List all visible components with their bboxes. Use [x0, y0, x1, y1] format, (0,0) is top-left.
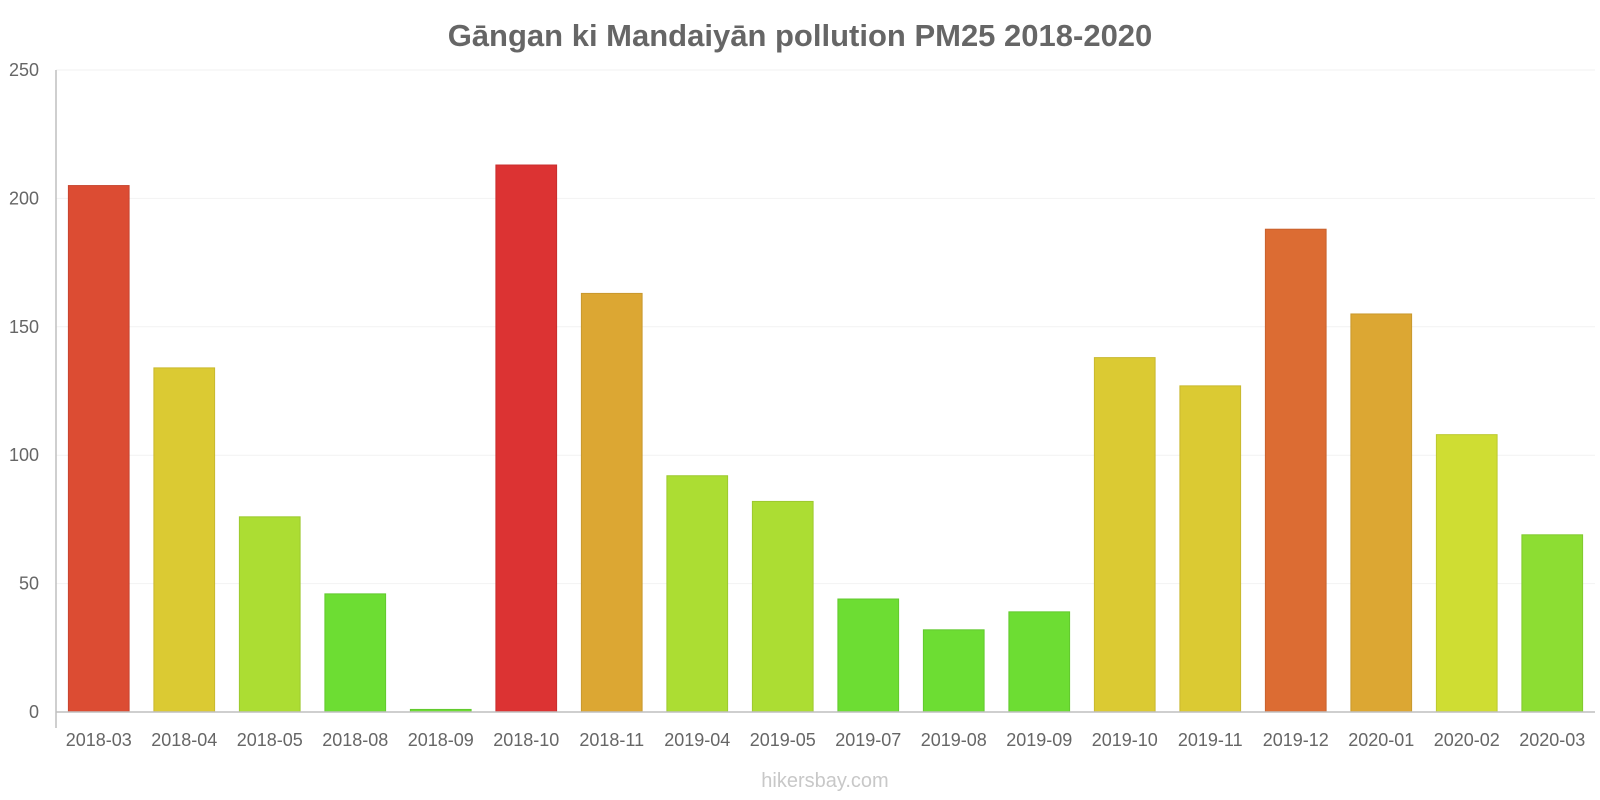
axes [55, 70, 1595, 728]
bar [1264, 228, 1327, 713]
chart-title: Gāngan ki Mandaiyān pollution PM25 2018-… [448, 18, 1153, 53]
x-tick-label: 2019-09 [1006, 730, 1072, 750]
bar [751, 500, 814, 713]
x-tick-label: 2018-05 [237, 730, 303, 750]
x-tick-label: 2020-02 [1434, 730, 1500, 750]
bars [67, 164, 1584, 713]
bar [1008, 611, 1071, 713]
x-tick-label: 2019-08 [921, 730, 987, 750]
x-tick-label: 2019-11 [1178, 730, 1243, 750]
bar [1350, 313, 1413, 713]
x-tick-label: 2019-12 [1263, 730, 1329, 750]
bar [1521, 534, 1584, 713]
x-tick-label: 2019-04 [664, 730, 730, 750]
watermark: hikersbay.com [761, 770, 888, 792]
x-tick-label: 2018-03 [66, 730, 132, 750]
x-tick-label: 2018-04 [151, 730, 217, 750]
bar [580, 292, 643, 713]
bar [922, 629, 985, 713]
bar [324, 593, 387, 713]
x-tick-label: 2020-01 [1348, 730, 1414, 750]
x-tick-label: 2019-07 [835, 730, 901, 750]
x-tick-label: 2018-11 [579, 730, 644, 750]
bar [1435, 434, 1498, 713]
bar [666, 475, 729, 713]
x-tick-label: 2020-03 [1519, 730, 1585, 750]
y-tick-labels: 0 50 100 150 200 250 [9, 60, 39, 722]
y-tick-label: 0 [29, 702, 39, 722]
x-tick-label: 2019-05 [750, 730, 816, 750]
grid-lines [56, 69, 1595, 585]
y-tick-label: 100 [9, 445, 39, 465]
y-tick-label: 200 [9, 188, 39, 208]
x-tick-label: 2018-08 [322, 730, 388, 750]
y-tick-label: 50 [19, 574, 39, 594]
x-tick-label: 2019-10 [1092, 730, 1158, 750]
bar [837, 598, 900, 713]
x-tick-labels: 2018-03 2018-04 2018-05 2018-08 2018-09 2018-… [66, 730, 1586, 750]
x-tick-label: 2018-10 [493, 730, 559, 750]
bar [153, 367, 216, 713]
bar [1093, 357, 1156, 713]
y-tick-label: 250 [9, 60, 39, 80]
bar [238, 516, 301, 713]
bar [67, 185, 130, 713]
y-tick-label: 150 [9, 317, 39, 337]
bar [1179, 385, 1242, 713]
x-tick-label: 2018-09 [408, 730, 474, 750]
bar [495, 164, 558, 713]
